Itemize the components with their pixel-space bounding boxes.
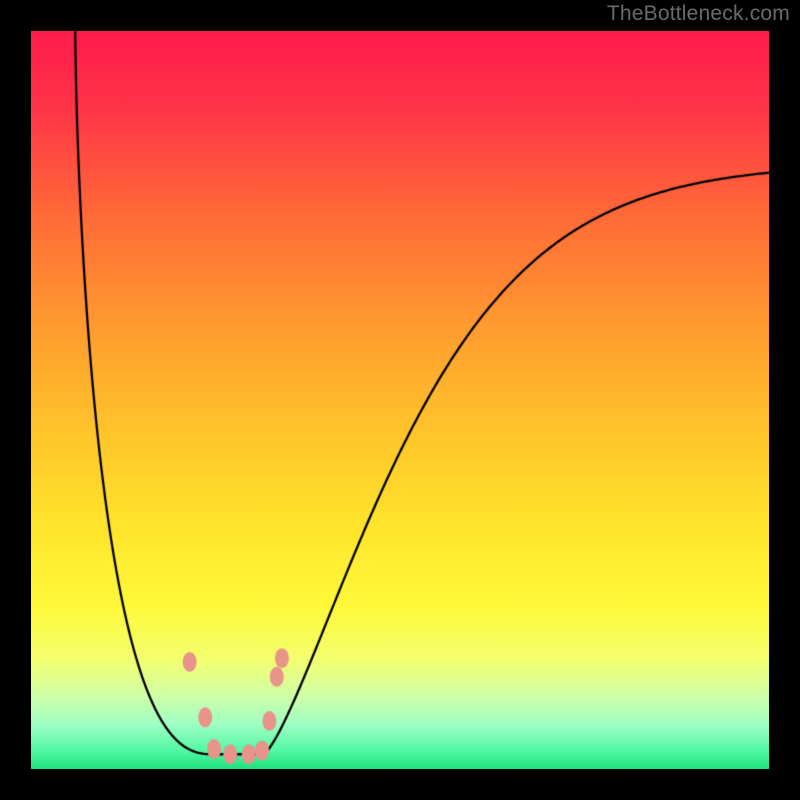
plot-area — [31, 31, 769, 769]
bottleneck-curve-canvas — [31, 31, 769, 769]
watermark-text: TheBottleneck.com — [607, 2, 790, 26]
chart-stage: TheBottleneck.com — [0, 0, 800, 800]
